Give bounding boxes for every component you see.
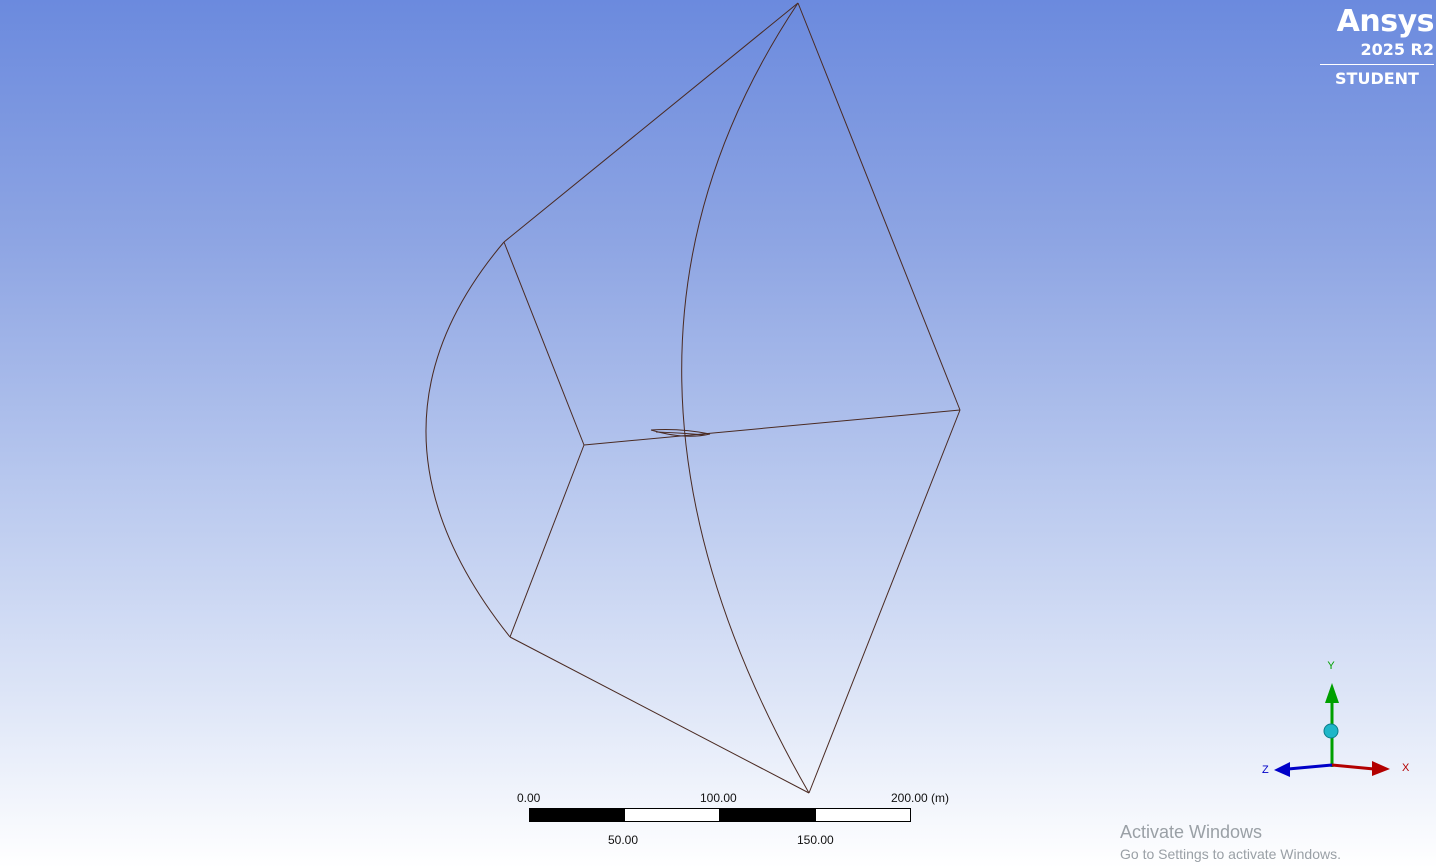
scale-segment [624, 808, 720, 822]
scale-segment [529, 808, 625, 822]
outer-boundary-edge [504, 3, 798, 242]
y-axis-arrow-icon [1325, 683, 1339, 703]
z-axis-arrow-icon [1274, 762, 1290, 777]
x-axis-line [1332, 765, 1374, 769]
triad-center-sphere-icon[interactable] [1324, 724, 1338, 738]
interior-edge [510, 445, 584, 637]
scale-label-200: 200.00 (m) [891, 791, 949, 805]
logo-edition: STUDENT [1320, 68, 1434, 90]
x-axis-arrow-icon [1372, 761, 1390, 776]
ansys-logo: Ansys 2025 R2 STUDENT [1320, 4, 1434, 90]
scale-label-0: 0.00 [517, 791, 540, 805]
scale-segment [719, 808, 816, 822]
y-axis-label: Y [1327, 660, 1335, 672]
scale-label-50: 50.00 [608, 833, 638, 847]
outer-boundary-edge [510, 637, 809, 793]
scale-label-100: 100.00 [700, 791, 737, 805]
axis-triad[interactable]: Y X Z [1256, 655, 1416, 785]
x-axis-label: X [1402, 762, 1410, 774]
inlet-arc-edge [426, 242, 510, 637]
interior-edge [504, 242, 584, 445]
interior-arc-edge [682, 3, 809, 793]
interior-edge [584, 410, 960, 445]
z-axis-line [1288, 765, 1332, 769]
windows-activation-watermark: Activate Windows Go to Settings to activ… [1120, 820, 1341, 864]
logo-version: 2025 R2 [1320, 40, 1434, 65]
outer-boundary-edge [798, 3, 960, 410]
outer-boundary-edge [809, 410, 960, 793]
watermark-title: Activate Windows [1120, 820, 1341, 844]
scale-label-150: 150.00 [797, 833, 834, 847]
watermark-subtitle: Go to Settings to activate Windows. [1120, 844, 1341, 864]
logo-product-name: Ansys [1320, 4, 1434, 40]
z-axis-label: Z [1262, 764, 1269, 776]
scale-segment [815, 808, 911, 822]
